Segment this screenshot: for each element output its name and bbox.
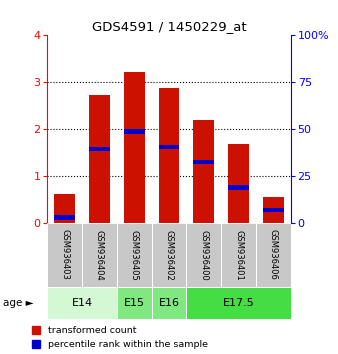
Text: GSM936405: GSM936405 [130,229,139,280]
Text: GSM936403: GSM936403 [60,229,69,280]
Text: GSM936401: GSM936401 [234,229,243,280]
Bar [193,120,214,223]
Bar [159,88,179,223]
Bar [193,160,214,164]
Bar [152,223,186,287]
Text: E16: E16 [159,298,179,308]
Bar [117,223,152,287]
Bar [228,144,249,223]
Bar [263,207,284,212]
Bar [124,72,145,223]
Bar [124,129,145,134]
Bar [152,287,186,319]
Bar [221,223,256,287]
Bar [159,145,179,149]
Text: E14: E14 [72,298,93,308]
Bar [89,147,110,151]
Bar [89,96,110,223]
Bar [47,287,117,319]
Legend: transformed count, percentile rank within the sample: transformed count, percentile rank withi… [32,326,208,349]
Bar [186,287,291,319]
Text: E17.5: E17.5 [223,298,255,308]
Bar [186,223,221,287]
Text: GSM936400: GSM936400 [199,229,208,280]
Text: E15: E15 [124,298,145,308]
Bar [54,215,75,220]
Text: GSM936402: GSM936402 [165,229,173,280]
Bar [47,223,82,287]
Bar [117,287,152,319]
Text: GSM936404: GSM936404 [95,229,104,280]
Text: GSM936406: GSM936406 [269,229,278,280]
Bar [228,185,249,190]
Text: age ►: age ► [3,298,34,308]
Bar [256,223,291,287]
Bar [82,223,117,287]
Bar [54,194,75,223]
Bar [263,197,284,223]
Title: GDS4591 / 1450229_at: GDS4591 / 1450229_at [92,20,246,33]
